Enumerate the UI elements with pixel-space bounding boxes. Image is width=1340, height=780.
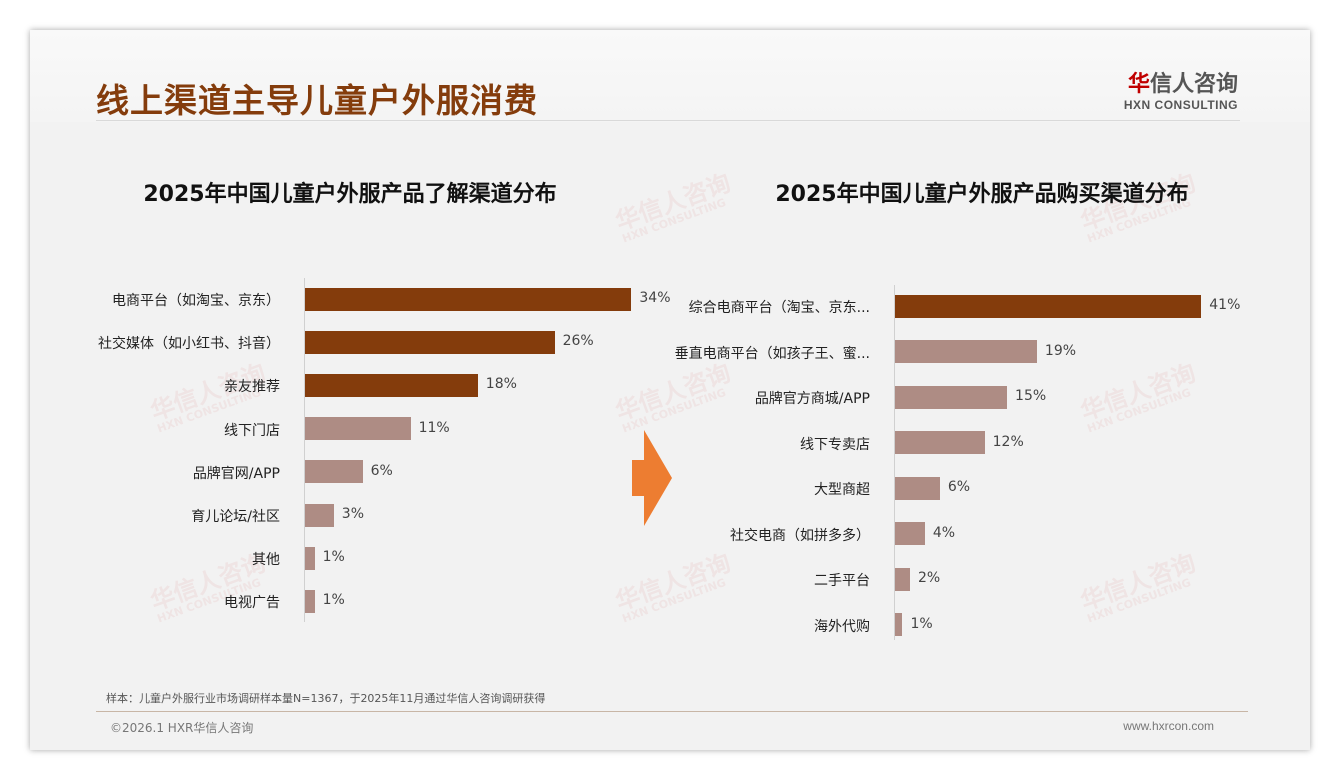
header-band [30,30,1310,122]
slide: 线上渠道主导儿童户外服消费 华信人咨询 HXN CONSULTING 华信人咨询… [30,30,1310,750]
right-chart-title: 2025年中国儿童户外服产品购买渠道分布 [775,182,1189,207]
logo: 华信人咨询 HXN CONSULTING [1124,66,1238,112]
bar [895,613,903,636]
bar [305,417,411,441]
data-label: 1% [910,615,933,632]
data-label: 34% [639,290,671,306]
bar [895,385,1008,409]
data-label: 12% [992,433,1024,450]
data-label: 15% [1015,388,1047,404]
copyright: ©2026.1 HXR华信人咨询 [110,721,254,735]
data-label: 26% [562,333,594,350]
bar [305,460,363,484]
category-label: 垂直电商平台（如孩子王、蜜... [674,345,870,362]
logo-en: HXN CONSULTING [1123,98,1238,112]
watermark: 华信人咨询 HXN CONSULTING [611,358,735,436]
header-divider [96,120,1240,121]
bar [305,589,315,613]
data-label: 1% [322,592,345,609]
category-label: 其他 [252,552,280,569]
page-title: 线上渠道主导儿童户外服消费 [96,81,538,120]
data-label: 4% [932,524,956,541]
category-label: 电商平台（如淘宝、京东） [112,293,280,309]
bar [305,503,334,527]
category-label: 综合电商平台（淘宝、京东... [688,300,870,316]
bar [895,294,1202,318]
bar [895,340,1037,363]
data-label: 1% [322,549,345,566]
bar [305,373,478,397]
data-label: 19% [1044,342,1077,359]
data-label: 18% [485,376,517,393]
category-label: 亲友推荐 [224,379,280,396]
website-link[interactable]: www.hxrcon.com [1123,719,1214,733]
arrow-right-icon [632,430,672,526]
category-label: 社交电商（如拼多多） [730,527,870,544]
watermark: 华信人咨询 HXN CONSULTING [611,548,735,626]
bar [895,476,940,500]
sample-note: 样本：儿童户外服行业市场调研样本量N=1367，于2025年11月通过华信人咨询… [106,692,546,705]
footer-divider [96,711,1248,712]
category-label: 品牌官网/APP [192,465,280,482]
y-axis-line [304,278,305,622]
data-label: 2% [917,570,941,586]
data-label: 6% [947,479,971,495]
category-label: 大型商超 [814,482,870,498]
left-chart-title: 2025年中国儿童户外服产品了解渠道分布 [143,182,557,207]
bar [305,330,555,354]
category-label: 线下专卖店 [800,436,870,453]
bar [895,522,925,545]
bar [305,546,315,570]
bar [895,431,985,454]
watermark: 华信人咨询 HXN CONSULTING [1076,548,1200,626]
data-label: 41% [1209,297,1241,313]
category-label: 海外代购 [814,618,870,635]
category-label: 社交媒体（如小红书、抖音） [98,336,280,353]
category-label: 品牌官方商城/APP [754,391,870,407]
bar [305,287,632,311]
logo-cn: 华信人咨询 [1127,72,1238,97]
category-label: 二手平台 [814,573,870,589]
y-axis-line [894,285,895,640]
category-label: 电视广告 [224,595,280,612]
data-label: 11% [418,419,450,436]
category-label: 线下门店 [224,422,280,439]
watermark: 华信人咨询 HXN CONSULTING [1076,358,1200,436]
category-label: 育儿论坛/社区 [191,509,280,525]
data-label: 3% [341,506,365,522]
data-label: 6% [370,462,393,479]
bar [895,567,910,591]
